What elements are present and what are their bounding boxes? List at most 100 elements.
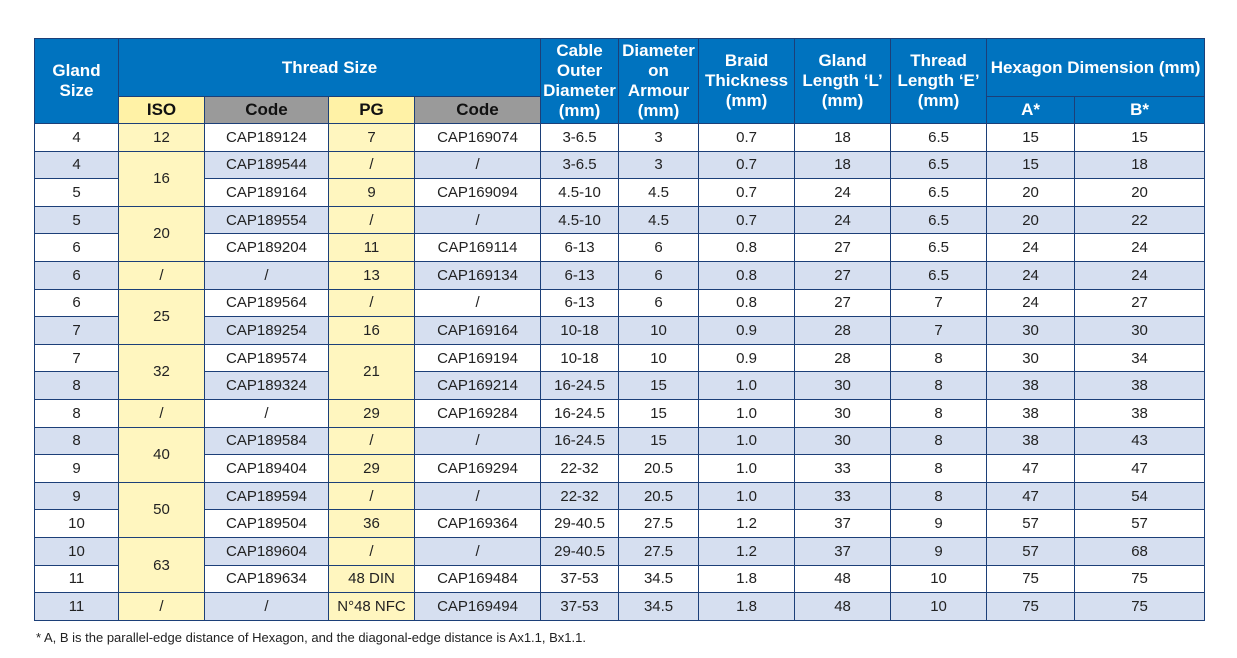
cell-cable-outer: 4.5-10 bbox=[540, 205, 620, 235]
header-gland-size: Gland Size bbox=[34, 38, 119, 124]
cell-braid: 1.8 bbox=[698, 564, 796, 594]
cell-braid: 0.9 bbox=[698, 343, 796, 373]
cell-hex-b: 54 bbox=[1074, 481, 1206, 511]
cell-gland-length: 27 bbox=[794, 260, 892, 290]
cell-armour: 6 bbox=[618, 260, 700, 290]
cell-pg: 36 bbox=[328, 509, 415, 538]
cell-iso-code: CAP189324 bbox=[204, 371, 329, 400]
cell-armour: 15 bbox=[618, 398, 700, 428]
cell-armour: 4.5 bbox=[618, 205, 700, 235]
cell-iso-code: CAP189564 bbox=[204, 288, 329, 318]
cell-hex-b: 47 bbox=[1074, 454, 1206, 483]
cell-gland-size: 11 bbox=[34, 592, 119, 621]
cell-pg-code: CAP169294 bbox=[413, 454, 542, 483]
cell-gland-size: 10 bbox=[34, 509, 119, 538]
cell-iso-code: / bbox=[204, 398, 329, 428]
cell-iso: 50 bbox=[118, 481, 205, 538]
cell-pg-code: CAP169494 bbox=[413, 592, 542, 621]
cell-braid: 0.8 bbox=[698, 260, 796, 290]
cell-iso: 12 bbox=[118, 123, 205, 152]
cell-hex-a: 38 bbox=[986, 426, 1076, 456]
cell-hex-b: 38 bbox=[1074, 398, 1206, 428]
cell-hex-a: 30 bbox=[986, 316, 1076, 345]
cell-gland-length: 37 bbox=[794, 509, 892, 538]
cell-hex-b: 18 bbox=[1074, 150, 1206, 180]
cell-pg-code: / bbox=[413, 205, 542, 235]
cell-hex-a: 38 bbox=[986, 398, 1076, 428]
header-diameter-on-armour: Diameter on Armour (mm) bbox=[618, 38, 700, 124]
cell-gland-length: 28 bbox=[794, 316, 892, 345]
cell-hex-b: 43 bbox=[1074, 426, 1206, 456]
cell-gland-length: 37 bbox=[794, 536, 892, 566]
cell-gland-size: 10 bbox=[34, 536, 119, 566]
table-row: 5 CAP189164 9 CAP169094 4.5-10 4.5 0.7 2… bbox=[34, 178, 1206, 207]
cell-braid: 1.0 bbox=[698, 481, 796, 511]
cell-gland-length: 24 bbox=[794, 178, 892, 207]
cell-pg: 16 bbox=[328, 316, 415, 345]
cell-iso: 20 bbox=[118, 205, 205, 262]
cell-iso-code: CAP189254 bbox=[204, 316, 329, 345]
table-row: 10 63 CAP189604 / / 29-40.5 27.5 1.2 37 … bbox=[34, 536, 1206, 594]
cell-pg-code: CAP169364 bbox=[413, 509, 542, 538]
cell-iso-code: CAP189634 bbox=[204, 564, 329, 594]
cell-gland-size: 7 bbox=[34, 343, 119, 373]
cell-hex-b: 24 bbox=[1074, 233, 1206, 262]
cell-hex-a: 30 bbox=[986, 343, 1076, 373]
cell-hex-a: 20 bbox=[986, 178, 1076, 207]
cell-thread-length: 9 bbox=[890, 509, 988, 538]
cell-pg-code: CAP169194 bbox=[413, 343, 542, 373]
cell-cable-outer: 6-13 bbox=[540, 288, 620, 318]
cell-iso-code: CAP189504 bbox=[204, 509, 329, 538]
table-row: 6 / / 13 CAP169134 6-13 6 0.8 27 6.5 24 … bbox=[34, 260, 1206, 290]
cell-armour: 10 bbox=[618, 316, 700, 345]
cell-armour: 34.5 bbox=[618, 592, 700, 621]
cell-pg-code: CAP169484 bbox=[413, 564, 542, 594]
table-row: 8 / / 29 CAP169284 16-24.5 15 1.0 30 8 3… bbox=[34, 398, 1206, 428]
cell-hex-b: 24 bbox=[1074, 260, 1206, 290]
cell-pg: 7 bbox=[328, 123, 415, 152]
cell-cable-outer: 37-53 bbox=[540, 592, 620, 621]
cell-armour: 20.5 bbox=[618, 454, 700, 483]
cell-braid: 1.8 bbox=[698, 592, 796, 621]
cell-iso-code: CAP189164 bbox=[204, 178, 329, 207]
table-row: 9 CAP189404 29 CAP169294 22-32 20.5 1.0 … bbox=[34, 454, 1206, 483]
cell-armour: 15 bbox=[618, 371, 700, 400]
header-gland-length: Gland Length ‘L’ (mm) bbox=[794, 38, 892, 124]
cell-pg-code: CAP169214 bbox=[413, 371, 542, 400]
cell-pg: 21 bbox=[328, 343, 415, 400]
table-row: 8 CAP189324 CAP169214 16-24.5 15 1.0 30 … bbox=[34, 371, 1206, 400]
cell-pg-code: / bbox=[413, 426, 542, 456]
cell-braid: 1.2 bbox=[698, 509, 796, 538]
table-row: 4 12 CAP189124 7 CAP169074 3-6.5 3 0.7 1… bbox=[34, 123, 1206, 152]
cell-hex-a: 20 bbox=[986, 205, 1076, 235]
cell-hex-a: 24 bbox=[986, 260, 1076, 290]
cell-gland-length: 48 bbox=[794, 564, 892, 594]
cell-armour: 6 bbox=[618, 233, 700, 262]
cell-thread-length: 8 bbox=[890, 454, 988, 483]
cell-iso: 32 bbox=[118, 343, 205, 400]
cell-gland-size: 4 bbox=[34, 123, 119, 152]
cell-cable-outer: 10-18 bbox=[540, 343, 620, 373]
cell-gland-size: 6 bbox=[34, 233, 119, 262]
cell-thread-length: 6.5 bbox=[890, 260, 988, 290]
table-row: 11 CAP189634 48 DIN CAP169484 37-53 34.5… bbox=[34, 564, 1206, 594]
table-row: 4 16 CAP189544 / / 3-6.5 3 0.7 18 6.5 15… bbox=[34, 150, 1206, 207]
cell-braid: 0.8 bbox=[698, 288, 796, 318]
cell-hex-b: 30 bbox=[1074, 316, 1206, 345]
cell-armour: 10 bbox=[618, 343, 700, 373]
header-cable-outer-diameter: Cable Outer Diameter (mm) bbox=[540, 38, 620, 124]
cell-thread-length: 10 bbox=[890, 592, 988, 621]
cell-gland-size: 4 bbox=[34, 150, 119, 180]
cell-thread-length: 7 bbox=[890, 316, 988, 345]
cell-hex-b: 15 bbox=[1074, 123, 1206, 152]
cell-pg-code: / bbox=[413, 536, 542, 566]
cell-iso-code: CAP189404 bbox=[204, 454, 329, 483]
cell-cable-outer: 16-24.5 bbox=[540, 371, 620, 400]
cell-iso: 40 bbox=[118, 426, 205, 483]
cell-hex-a: 75 bbox=[986, 564, 1076, 594]
cell-cable-outer: 22-32 bbox=[540, 454, 620, 483]
cell-braid: 0.8 bbox=[698, 233, 796, 262]
table-row: 10 CAP189504 36 CAP169364 29-40.5 27.5 1… bbox=[34, 509, 1206, 538]
cell-gland-size: 5 bbox=[34, 178, 119, 207]
cell-hex-b: 34 bbox=[1074, 343, 1206, 373]
